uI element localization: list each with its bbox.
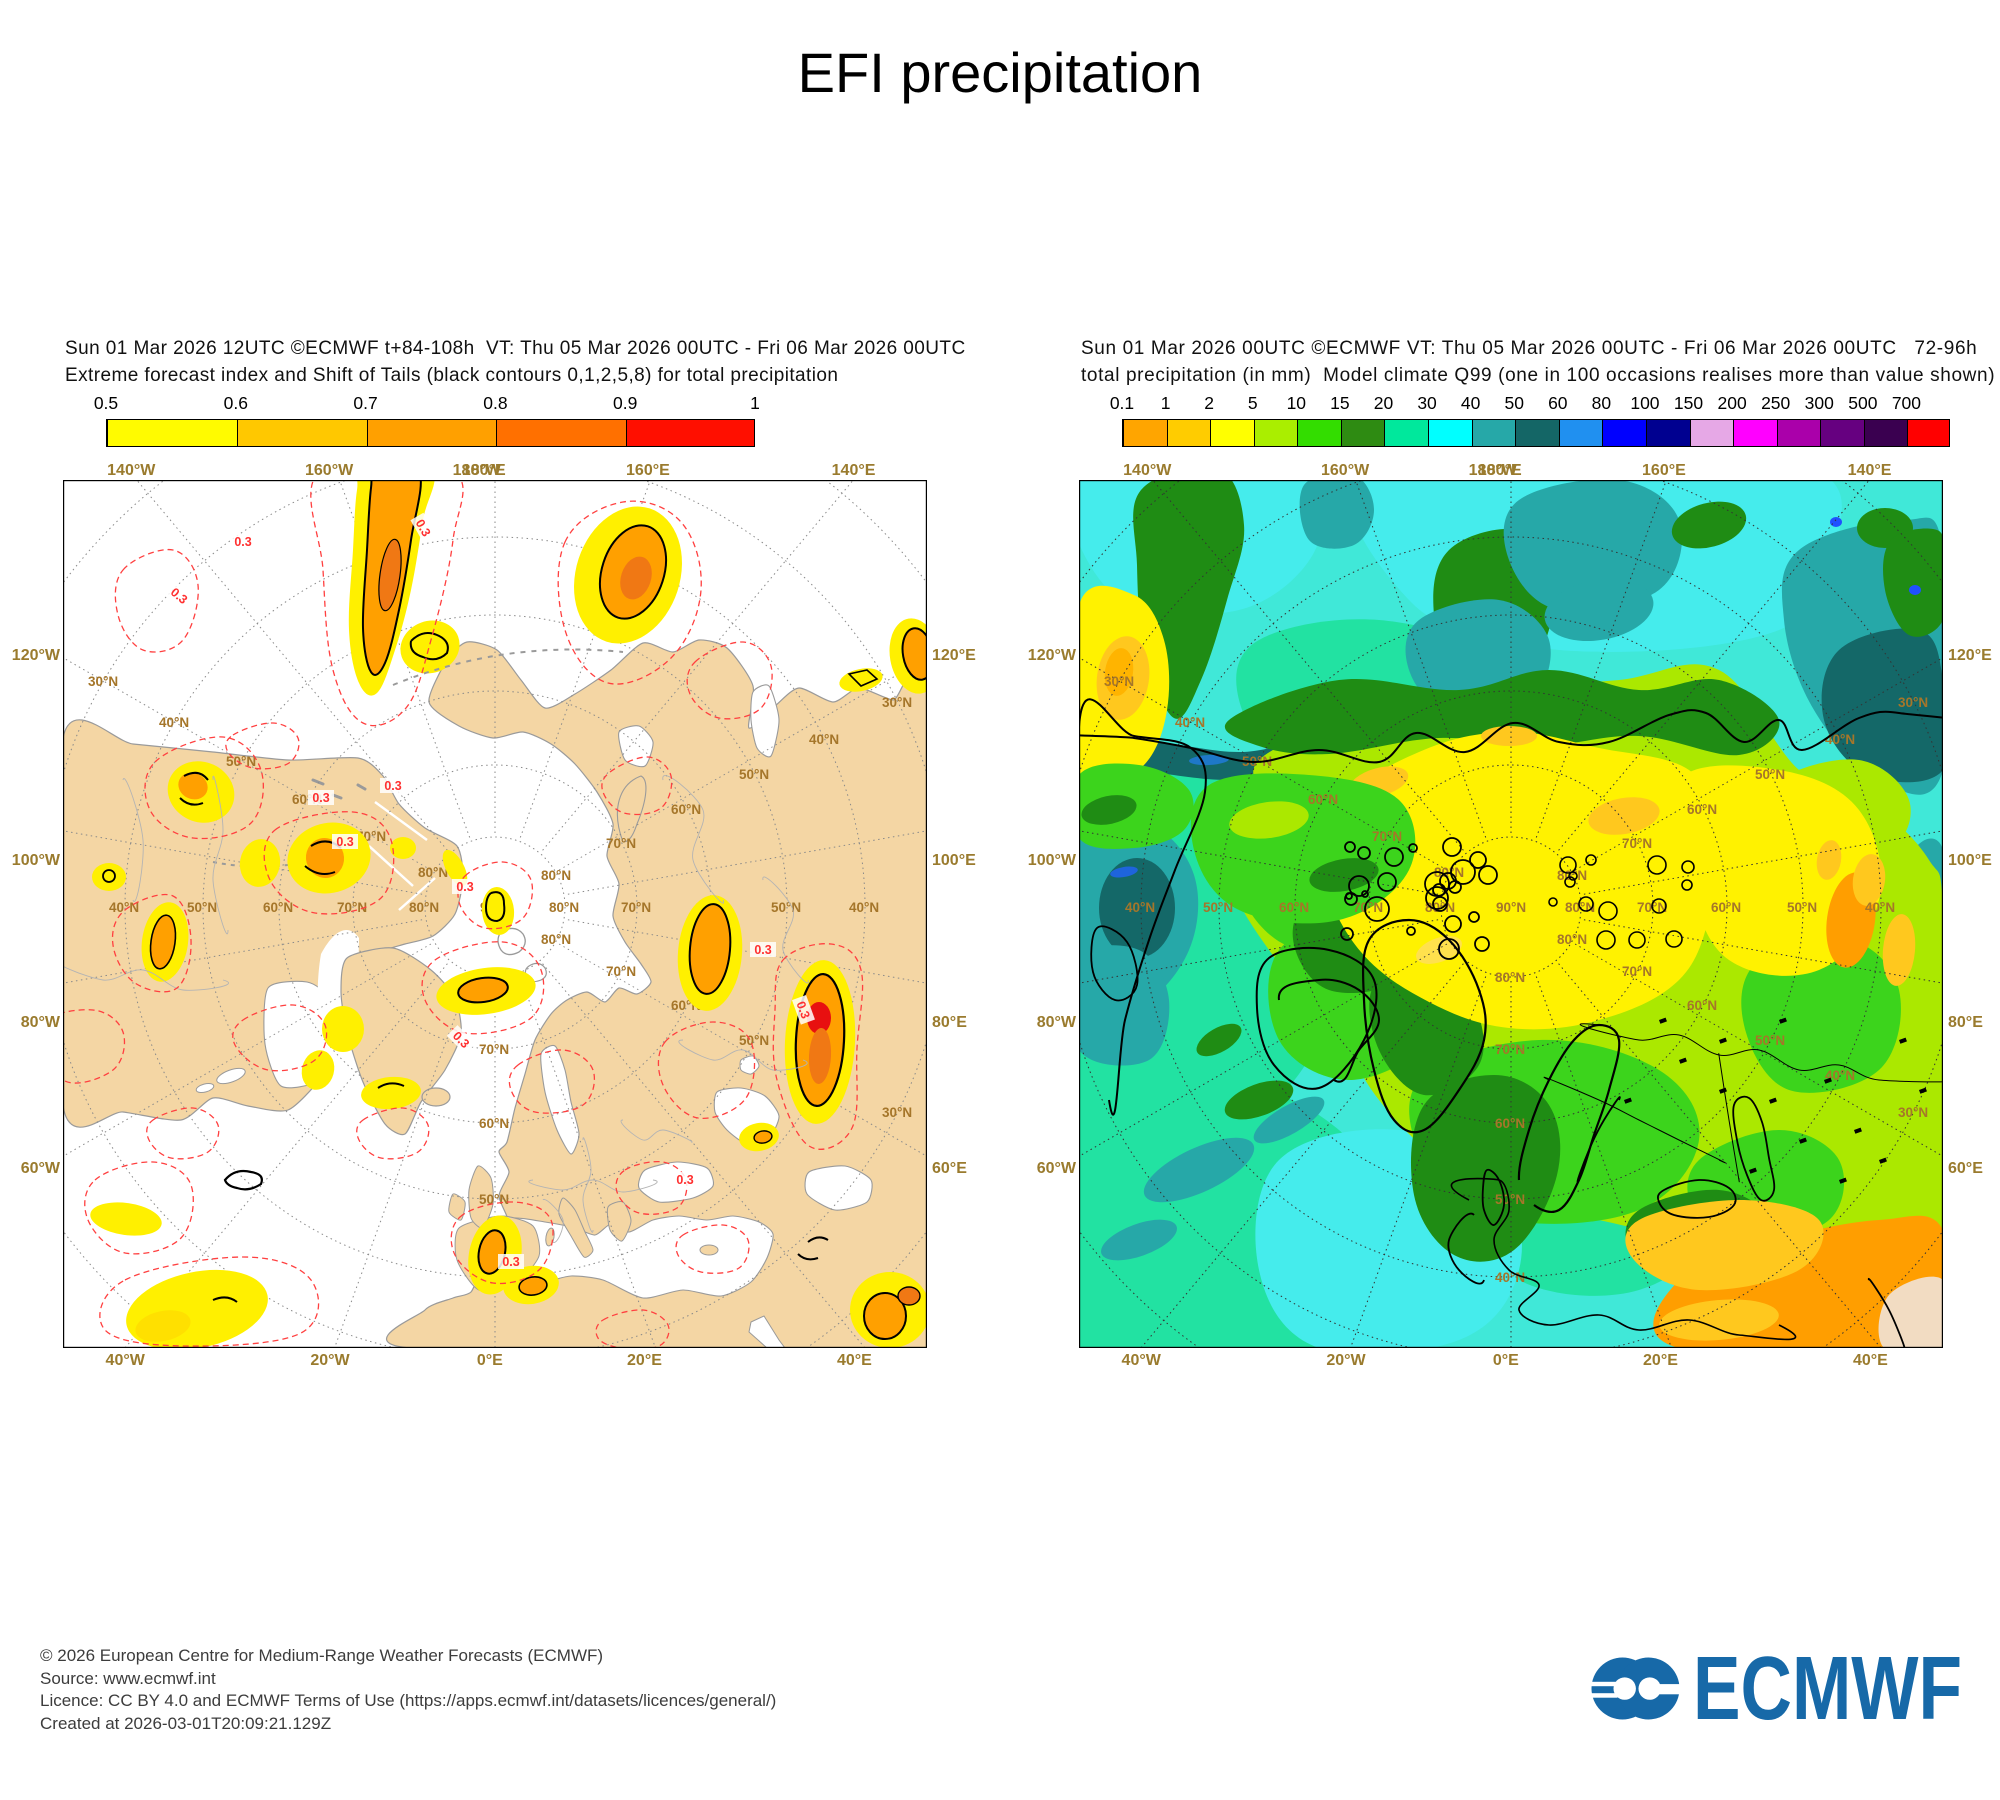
svg-text:40°N: 40°N xyxy=(849,900,879,915)
svg-text:40°N: 40°N xyxy=(159,715,189,730)
svg-text:30°N: 30°N xyxy=(882,695,912,710)
svg-text:80°N: 80°N xyxy=(541,932,571,947)
svg-text:80°N: 80°N xyxy=(1557,932,1587,947)
svg-text:50°N: 50°N xyxy=(226,754,256,769)
svg-text:ECMWF: ECMWF xyxy=(1693,1645,1962,1725)
svg-text:0.3: 0.3 xyxy=(502,1255,519,1269)
svg-text:80°N: 80°N xyxy=(541,868,571,883)
svg-text:0.3: 0.3 xyxy=(384,779,401,793)
svg-text:0.3: 0.3 xyxy=(336,835,353,849)
svg-text:80°N: 80°N xyxy=(549,900,579,915)
svg-text:80°N: 80°N xyxy=(1495,970,1525,985)
svg-text:30°N: 30°N xyxy=(88,674,118,689)
svg-text:70°N: 70°N xyxy=(1353,900,1383,915)
svg-text:60°N: 60°N xyxy=(263,900,293,915)
svg-text:30°N: 30°N xyxy=(1104,674,1134,689)
svg-text:50°N: 50°N xyxy=(1495,1192,1525,1207)
svg-text:70°N: 70°N xyxy=(337,900,367,915)
svg-text:30°N: 30°N xyxy=(1898,1105,1928,1120)
svg-text:60°N: 60°N xyxy=(671,802,701,817)
svg-text:60°N: 60°N xyxy=(1687,802,1717,817)
svg-text:60°N: 60°N xyxy=(1308,792,1338,807)
svg-text:40°N: 40°N xyxy=(1825,732,1855,747)
svg-text:70°N: 70°N xyxy=(606,836,636,851)
svg-text:60°N: 60°N xyxy=(1279,900,1309,915)
svg-text:0.3: 0.3 xyxy=(456,880,473,894)
svg-text:70°N: 70°N xyxy=(621,900,651,915)
svg-text:40°N: 40°N xyxy=(1125,900,1155,915)
svg-text:0.3: 0.3 xyxy=(754,943,771,957)
svg-text:0.3: 0.3 xyxy=(234,535,251,549)
svg-text:60°N: 60°N xyxy=(1495,1116,1525,1131)
svg-text:70°N: 70°N xyxy=(1372,829,1402,844)
svg-text:80°N: 80°N xyxy=(1425,900,1455,915)
svg-text:0.3: 0.3 xyxy=(312,791,329,805)
svg-text:70°N: 70°N xyxy=(606,964,636,979)
svg-text:40°N: 40°N xyxy=(1865,900,1895,915)
svg-text:60°N: 60°N xyxy=(1687,998,1717,1013)
svg-text:0.3: 0.3 xyxy=(793,999,812,1020)
svg-text:50°N: 50°N xyxy=(187,900,217,915)
svg-text:60°N: 60°N xyxy=(479,1116,509,1131)
svg-text:50°N: 50°N xyxy=(739,1033,769,1048)
svg-text:50°N: 50°N xyxy=(1787,900,1817,915)
svg-text:90°N: 90°N xyxy=(1496,900,1526,915)
svg-text:40°N: 40°N xyxy=(1825,1068,1855,1083)
svg-text:70°N: 70°N xyxy=(1495,1042,1525,1057)
svg-text:50°N: 50°N xyxy=(1755,1033,1785,1048)
svg-text:80°N: 80°N xyxy=(418,865,448,880)
svg-text:50°N: 50°N xyxy=(771,900,801,915)
svg-text:70°N: 70°N xyxy=(1622,964,1652,979)
svg-text:30°N: 30°N xyxy=(1898,695,1928,710)
svg-text:30°N: 30°N xyxy=(882,1105,912,1120)
svg-text:50°N: 50°N xyxy=(1755,767,1785,782)
svg-text:70°N: 70°N xyxy=(1622,836,1652,851)
svg-text:70°N: 70°N xyxy=(479,1042,509,1057)
svg-text:40°N: 40°N xyxy=(109,900,139,915)
svg-text:50°N: 50°N xyxy=(479,1192,509,1207)
svg-text:40°N: 40°N xyxy=(1175,715,1205,730)
svg-text:40°N: 40°N xyxy=(809,732,839,747)
svg-text:50°N: 50°N xyxy=(1203,900,1233,915)
svg-text:60°N: 60°N xyxy=(1711,900,1741,915)
svg-text:50°N: 50°N xyxy=(739,767,769,782)
svg-text:0.3: 0.3 xyxy=(676,1173,693,1187)
svg-text:40°N: 40°N xyxy=(1495,1270,1525,1285)
svg-text:80°N: 80°N xyxy=(409,900,439,915)
